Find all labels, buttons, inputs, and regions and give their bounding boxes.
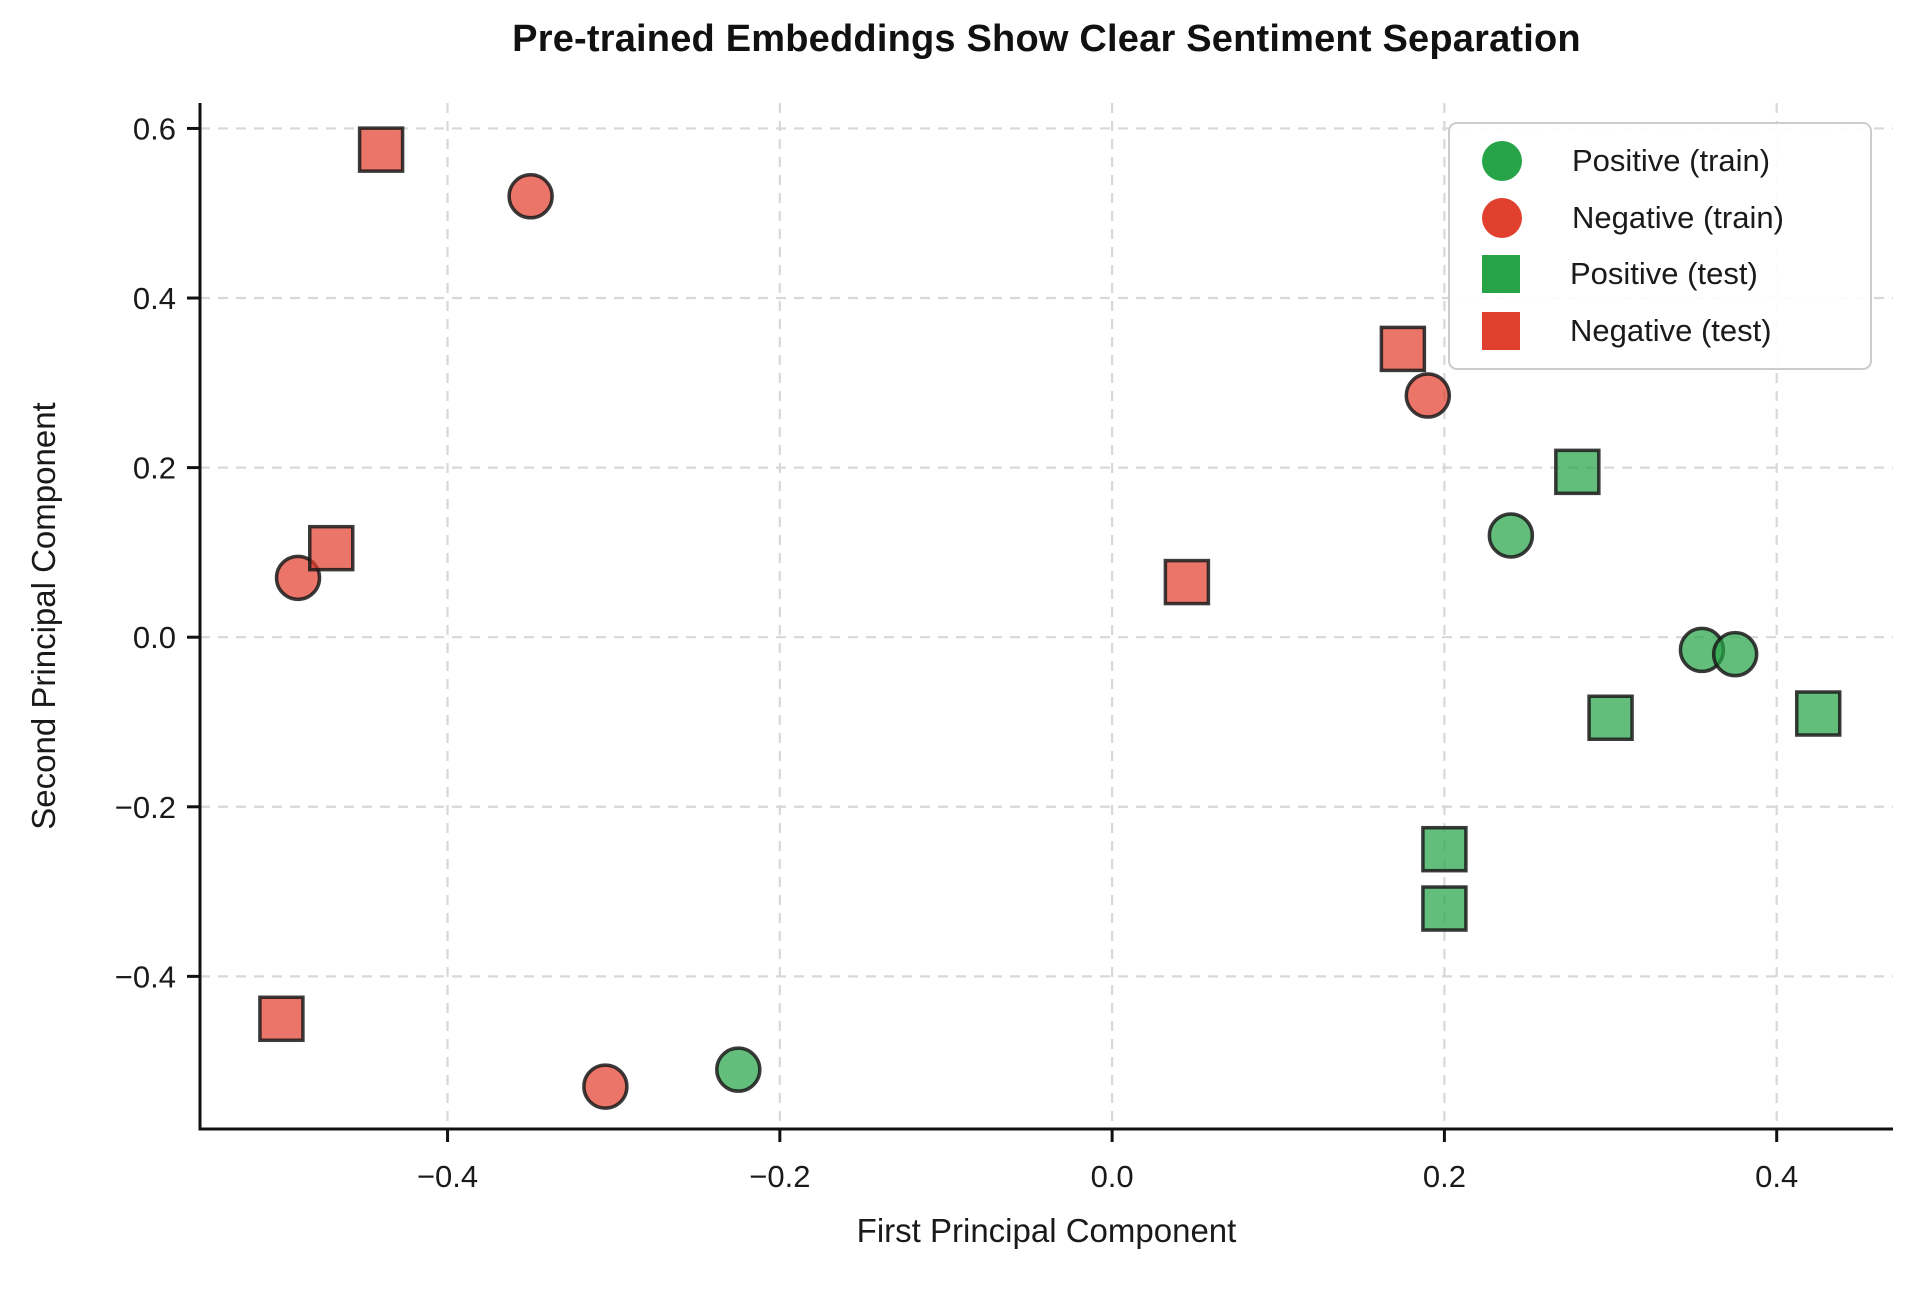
legend-item-positive-test: Positive (test) — [1482, 246, 1870, 303]
data-point — [357, 126, 405, 173]
legend-marker-negative-test-icon — [1482, 311, 1520, 350]
y-tick-label: 0.0 — [133, 620, 176, 655]
data-point — [1163, 558, 1211, 606]
data-point — [1711, 630, 1759, 678]
x-tick-label: −0.2 — [749, 1159, 810, 1194]
legend-item-negative-test: Negative (test) — [1482, 303, 1870, 360]
x-tick-label: 0.2 — [1423, 1159, 1466, 1194]
data-point — [1421, 825, 1468, 873]
data-point — [258, 995, 305, 1043]
x-tick-label: 0.4 — [1755, 1159, 1798, 1194]
y-tick-label: −0.2 — [115, 790, 176, 825]
x-tick-label: 0.0 — [1091, 1159, 1134, 1194]
y-tick-label: 0.6 — [133, 111, 176, 146]
x-tick-label: −0.4 — [417, 1159, 478, 1194]
data-point — [582, 1063, 629, 1110]
legend-marker-negative-train-icon — [1482, 197, 1522, 238]
legend: Positive (train) Negative (train) Positi… — [1448, 122, 1872, 370]
data-point — [507, 173, 554, 220]
legend-item-positive-train: Positive (train) — [1482, 133, 1870, 190]
y-tick-label: 0.4 — [133, 281, 176, 316]
x-axis-label: First Principal Component — [856, 1212, 1237, 1249]
data-point — [1404, 372, 1452, 419]
data-point — [1487, 512, 1535, 559]
data-point — [1554, 448, 1601, 496]
chart-title: Pre-trained Embeddings Show Clear Sentim… — [512, 18, 1581, 60]
legend-label: Negative (train) — [1572, 199, 1784, 235]
data-point — [715, 1046, 762, 1093]
legend-label: Positive (test) — [1570, 256, 1758, 292]
data-point — [1794, 690, 1842, 737]
data-point — [1379, 325, 1427, 373]
y-tick-label: 0.2 — [133, 451, 176, 486]
legend-item-negative-train: Negative (train) — [1482, 190, 1870, 247]
data-point — [308, 524, 355, 572]
data-point — [1587, 694, 1634, 742]
legend-marker-positive-train-icon — [1482, 141, 1522, 182]
data-point — [1421, 885, 1468, 932]
y-tick-label: −0.4 — [115, 959, 176, 994]
legend-label: Negative (test) — [1570, 312, 1772, 348]
legend-marker-positive-test-icon — [1482, 255, 1520, 294]
legend-label: Positive (train) — [1572, 143, 1771, 179]
